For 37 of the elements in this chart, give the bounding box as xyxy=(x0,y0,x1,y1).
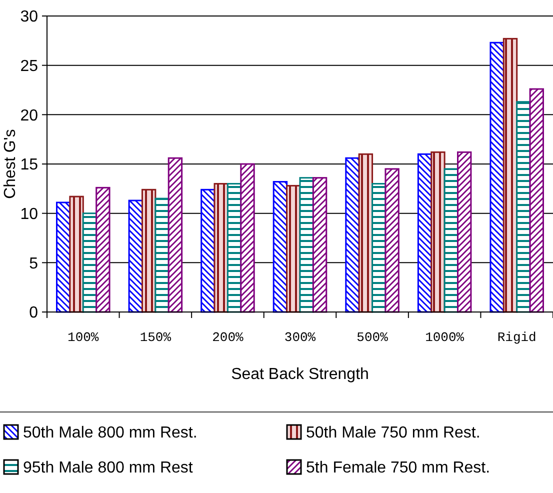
bar xyxy=(430,151,446,313)
bar xyxy=(457,151,472,313)
x-tick-label: 100% xyxy=(68,330,99,345)
x-tick-label: 300% xyxy=(284,330,316,345)
y-tick-label: 20 xyxy=(20,107,38,124)
legend-label: 5th Female 750 mm Rest. xyxy=(306,460,490,477)
bar xyxy=(502,38,518,313)
y-tick-label: 15 xyxy=(20,156,38,174)
bar xyxy=(345,157,360,313)
legend-label: 95th Male 800 mm Rest xyxy=(23,460,194,477)
bar xyxy=(200,188,216,313)
y-tick-label: 30 xyxy=(20,8,38,26)
bar xyxy=(286,184,301,313)
x-tick-label: 200% xyxy=(212,330,244,345)
bar xyxy=(358,153,374,313)
bar xyxy=(154,198,170,313)
x-tick-label: 150% xyxy=(140,330,172,345)
x-axis-title: Seat Back Strength xyxy=(231,366,369,383)
x-tick-label: Rigid xyxy=(497,330,536,345)
bar xyxy=(516,101,531,313)
bar xyxy=(96,186,110,313)
y-tick-label: 25 xyxy=(20,58,38,75)
y-tick-label: 0 xyxy=(29,304,38,322)
y-axis-title: Chest G's xyxy=(2,129,19,199)
bar xyxy=(384,168,400,313)
y-tick-label: 5 xyxy=(29,255,38,272)
bar xyxy=(490,42,504,313)
x-tick-label: 500% xyxy=(356,330,388,345)
legend-label: 50th Male 750 mm Rest. xyxy=(306,424,480,442)
bar xyxy=(69,196,84,313)
x-tick-label: 1000% xyxy=(425,330,464,345)
y-tick-label: 10 xyxy=(20,206,38,223)
bar xyxy=(240,163,255,313)
bar xyxy=(312,177,328,313)
bar xyxy=(168,157,183,313)
legend-label: 50th Male 800 mm Rest. xyxy=(23,424,198,442)
bar xyxy=(529,88,544,313)
